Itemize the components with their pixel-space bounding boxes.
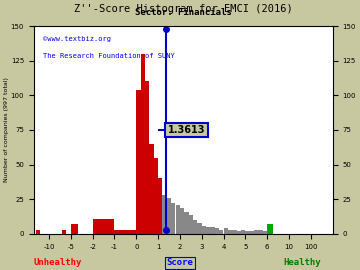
- Bar: [254, 230, 258, 234]
- Bar: [71, 224, 78, 234]
- Bar: [250, 231, 254, 234]
- Bar: [241, 230, 245, 234]
- Bar: [154, 158, 158, 234]
- Bar: [189, 214, 193, 234]
- Bar: [202, 226, 206, 234]
- Bar: [36, 230, 40, 234]
- Bar: [114, 230, 136, 234]
- Bar: [263, 231, 267, 234]
- Bar: [246, 231, 249, 234]
- Bar: [158, 178, 162, 234]
- Bar: [237, 231, 241, 234]
- Bar: [197, 223, 202, 234]
- Bar: [215, 228, 219, 234]
- Text: The Research Foundation of SUNY: The Research Foundation of SUNY: [43, 53, 175, 59]
- Bar: [267, 224, 273, 234]
- Text: Unhealthy: Unhealthy: [33, 258, 82, 267]
- Bar: [180, 208, 184, 234]
- Bar: [141, 54, 145, 234]
- Bar: [62, 230, 66, 234]
- Bar: [211, 227, 215, 234]
- Text: 1.3613: 1.3613: [168, 125, 205, 135]
- Bar: [228, 230, 232, 234]
- Text: ©www.textbiz.org: ©www.textbiz.org: [43, 36, 111, 42]
- Y-axis label: Number of companies (997 total): Number of companies (997 total): [4, 77, 9, 183]
- Bar: [224, 228, 228, 234]
- Bar: [93, 219, 114, 234]
- Bar: [232, 230, 237, 234]
- Bar: [167, 198, 171, 234]
- Text: Healthy: Healthy: [284, 258, 321, 267]
- Text: Score: Score: [167, 258, 193, 267]
- Bar: [258, 230, 263, 234]
- Bar: [184, 212, 189, 234]
- Text: Sector: Financials: Sector: Financials: [135, 8, 231, 17]
- Bar: [171, 203, 175, 234]
- Bar: [145, 82, 149, 234]
- Bar: [136, 90, 140, 234]
- Bar: [149, 144, 154, 234]
- Bar: [176, 205, 180, 234]
- Bar: [219, 230, 224, 234]
- Title: Z''-Score Histogram for EMCI (2016): Z''-Score Histogram for EMCI (2016): [74, 4, 293, 14]
- Bar: [162, 195, 167, 234]
- Bar: [206, 227, 210, 234]
- Bar: [193, 220, 197, 234]
